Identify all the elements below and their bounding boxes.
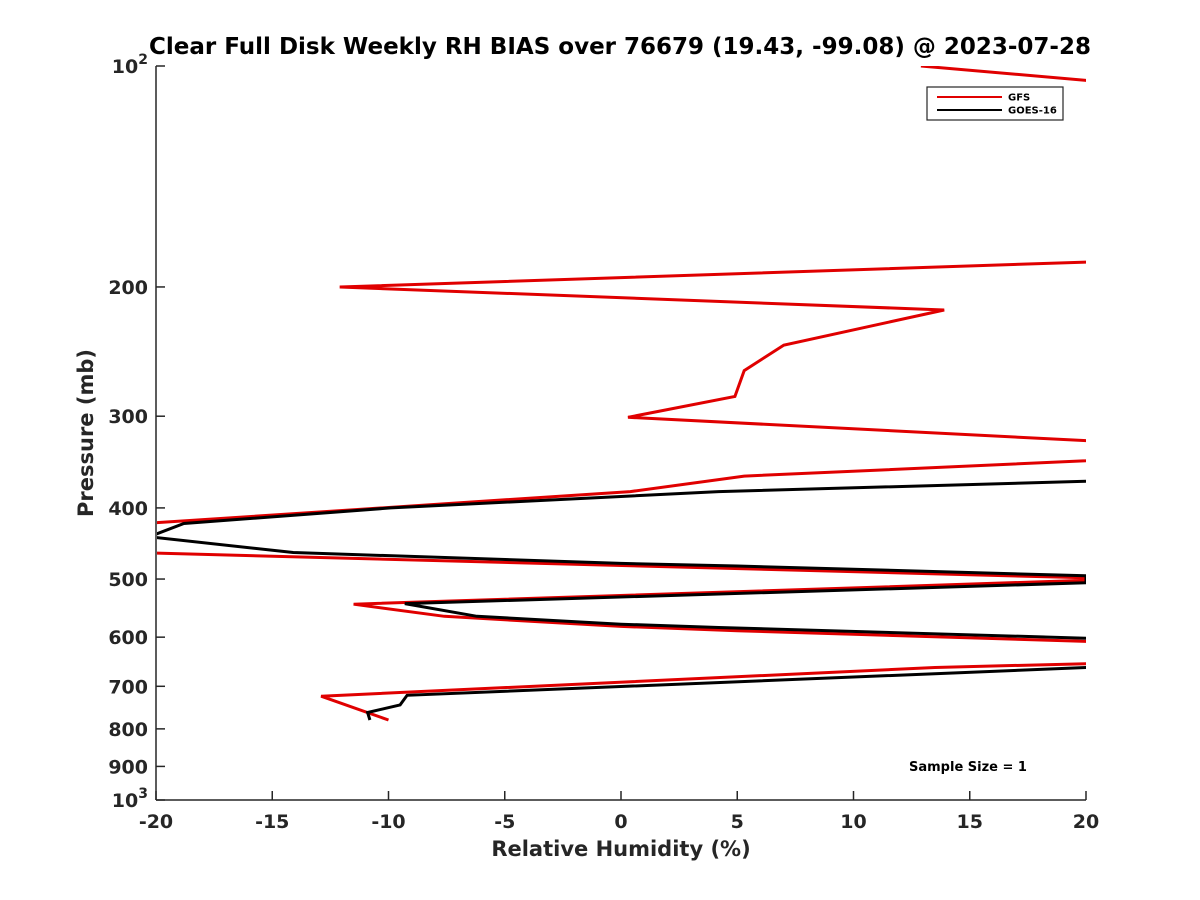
y-tick-label: 800 [108,719,148,741]
x-tick-label: -5 [494,811,515,833]
legend-label-goes-16: GOES-16 [1008,106,1057,117]
y-tick-label: 103 [112,786,148,812]
x-tick-label: 20 [1073,811,1099,833]
y-tick-label: 300 [108,406,148,428]
x-tick-label: 5 [731,811,744,833]
series-line-goes-16 [157,479,1086,721]
y-tick-label: 900 [108,756,148,778]
chart-title: Clear Full Disk Weekly RH BIAS over 7667… [149,34,1091,60]
y-tick-label: 200 [108,277,148,299]
sample-size-annotation: Sample Size = 1 [909,760,1027,775]
y-tick-label: 102 [112,52,148,78]
y-axis-label: Pressure (mb) [74,349,98,517]
x-tick-label: 0 [614,811,627,833]
legend: GFS GOES-16 [926,86,1064,121]
x-tick-label: -15 [255,811,289,833]
x-axis-ticks: -20 -15 -10 -5 0 5 10 15 20 [139,791,1099,833]
y-axis-ticks: 102 200 300 400 500 600 700 800 900 103 [108,52,165,812]
series-layer [157,66,1086,722]
x-tick-label: -10 [371,811,405,833]
y-tick-label: 400 [108,498,148,520]
x-tick-label: -20 [139,811,173,833]
y-tick-label: 600 [108,627,148,649]
x-axis-label: Relative Humidity (%) [491,837,750,861]
x-tick-label: 15 [957,811,983,833]
y-tick-label: 500 [108,569,148,591]
legend-box [926,86,1064,121]
legend-label-gfs: GFS [1008,93,1030,104]
y-tick-label: 700 [108,676,148,698]
x-tick-label: 10 [840,811,866,833]
series-line-gfs [157,66,1086,722]
